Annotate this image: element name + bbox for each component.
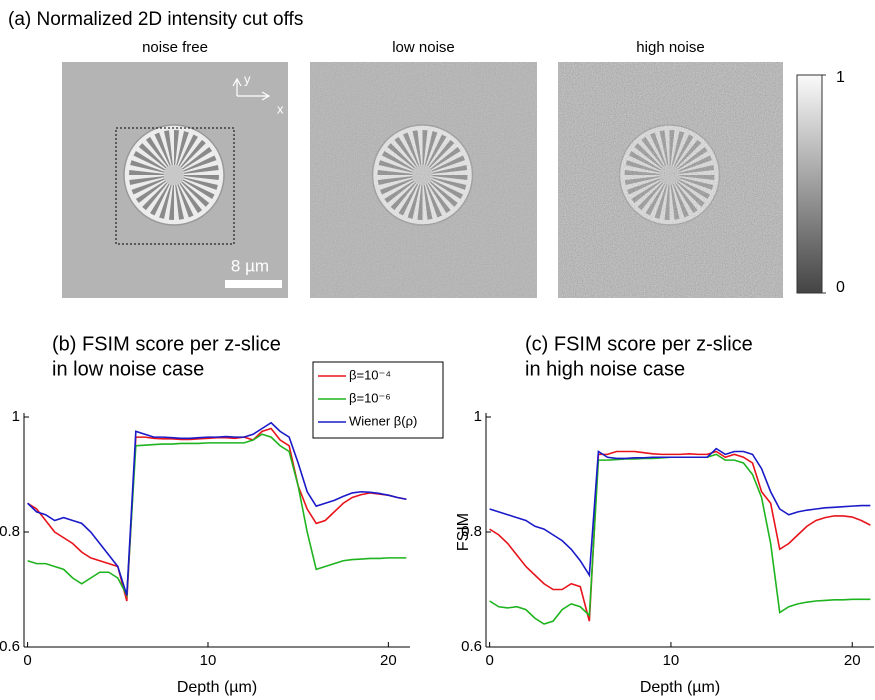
panel-title: (a) Normalized 2D intensity cut offs	[8, 9, 303, 30]
star-spoke	[135, 180, 167, 204]
star-spoke	[138, 143, 167, 169]
legend-label: β=10⁻⁴	[349, 367, 391, 382]
star-spoke	[183, 175, 219, 181]
noise	[558, 62, 783, 298]
x-tick-label: 20	[844, 652, 861, 669]
star-spoke	[176, 131, 189, 166]
star-spoke	[182, 179, 215, 199]
image	[310, 62, 537, 298]
series-line	[27, 421, 407, 596]
star-spoke	[179, 182, 203, 214]
star-center	[164, 165, 184, 185]
star-spoke	[181, 146, 213, 170]
x-tick-label: 10	[663, 652, 680, 669]
star-spoke	[133, 151, 166, 171]
star-spoke	[154, 132, 171, 166]
star-spoke	[174, 130, 180, 166]
chart-title: (b) FSIM score per z-slice	[52, 333, 281, 355]
x-tick-label: 10	[200, 652, 217, 669]
axis-y-label: y	[244, 71, 251, 86]
axis-arrows	[232, 77, 271, 101]
scale-label: 8 µm	[231, 256, 269, 275]
axis-x-label: x	[277, 101, 284, 116]
star-spoke	[129, 176, 165, 186]
star-spoke	[183, 177, 218, 190]
series-line	[489, 453, 871, 625]
noise	[310, 62, 537, 298]
image-label: noise free	[142, 39, 208, 56]
image	[62, 62, 288, 298]
legend-label: β=10⁻⁶	[349, 390, 391, 405]
x-tick-label: 0	[23, 652, 31, 669]
y-axis-label: FSIM	[455, 513, 472, 551]
legend-label: Wiener β(ρ)	[349, 413, 417, 428]
y-tick-label: 0.6	[461, 638, 482, 655]
colorbar	[796, 74, 823, 294]
scale-bar	[225, 280, 282, 288]
series-line	[27, 427, 407, 602]
x-axis-label: Depth (µm)	[177, 679, 257, 696]
chart-title: in low noise case	[52, 358, 204, 380]
star-spoke	[129, 169, 165, 175]
image-label: low noise	[392, 39, 455, 56]
roi-box	[115, 127, 235, 245]
star-spoke	[145, 136, 169, 168]
y-tick-label: 1	[12, 408, 20, 425]
star-spoke	[130, 160, 165, 173]
star-spoke	[183, 155, 217, 172]
star-spoke	[183, 164, 219, 174]
star-spoke	[142, 182, 168, 211]
star-spoke	[168, 184, 174, 220]
y-tick-label: 1	[474, 408, 482, 425]
star-spoke	[180, 139, 206, 168]
star-spoke	[177, 184, 194, 218]
star-spoke	[175, 184, 185, 220]
x-tick-label: 20	[380, 652, 397, 669]
colorbar-tick-label: 0	[836, 279, 845, 296]
star-spoke	[159, 184, 172, 219]
y-tick-label: 0.8	[461, 523, 482, 540]
image-label: high noise	[636, 39, 704, 56]
series-line	[27, 433, 407, 599]
y-tick-label: 0.8	[0, 523, 20, 540]
legend-box	[312, 361, 444, 439]
image	[558, 62, 783, 298]
series-line	[489, 450, 871, 622]
colorbar-tick-label: 1	[836, 69, 845, 86]
star-spoke	[178, 134, 198, 167]
x-axis-label: Depth (µm)	[640, 679, 720, 696]
star-spoke	[181, 181, 210, 207]
series-line	[489, 447, 871, 578]
x-tick-label: 0	[485, 652, 493, 669]
chart-title: in high noise case	[525, 358, 685, 380]
y-tick-label: 0.6	[0, 638, 20, 655]
chart-title: (c) FSIM score per z-slice	[525, 333, 753, 355]
star-spoke	[131, 178, 165, 195]
star-spoke	[163, 130, 173, 166]
star-spoke	[150, 183, 170, 216]
